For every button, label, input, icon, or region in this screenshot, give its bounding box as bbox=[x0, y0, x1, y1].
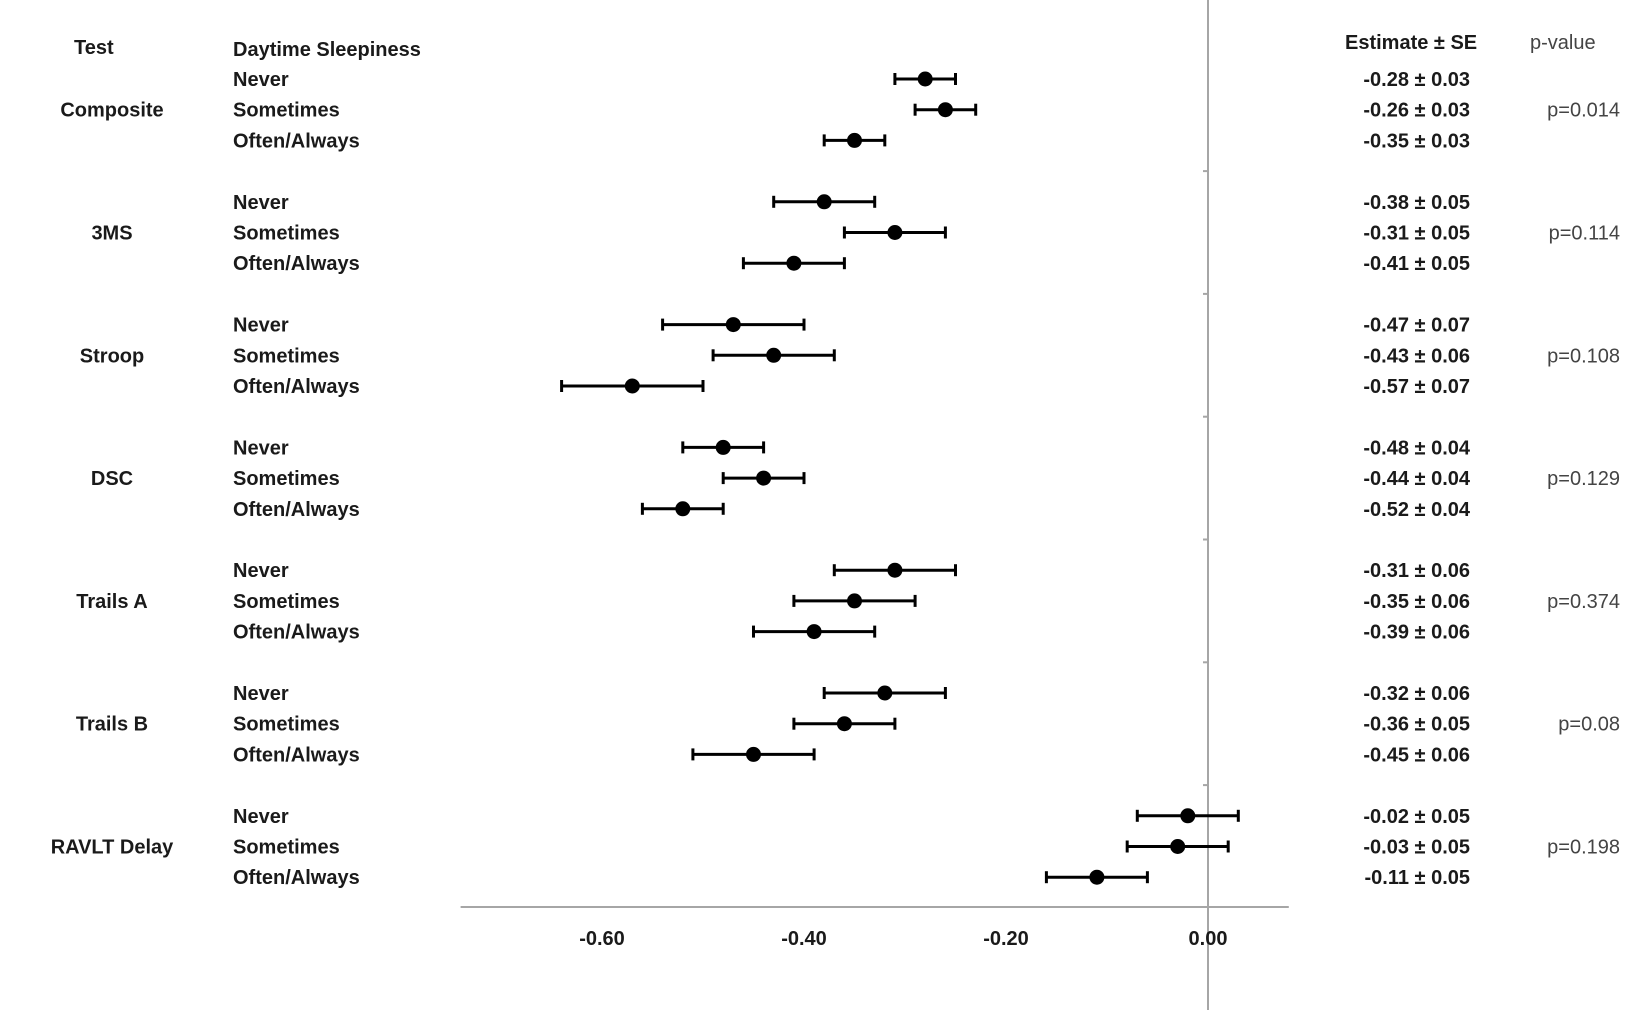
estimate-point bbox=[1180, 808, 1196, 824]
estimate-se-label: -0.26 ± 0.03 bbox=[1363, 100, 1470, 122]
sleepiness-level-label: Often/Always bbox=[233, 376, 360, 398]
estimate-point bbox=[725, 317, 741, 333]
sleepiness-level-label: Never bbox=[233, 315, 289, 337]
sleepiness-level-label: Often/Always bbox=[233, 130, 360, 152]
sleepiness-level-label: Sometimes bbox=[233, 837, 340, 859]
axes: -0.60 -0.40 -0.20 0.00 bbox=[460, 0, 1289, 1010]
test-group: Composite p=0.014 Never -0.28 ± 0.03 Sometim… bbox=[60, 69, 1620, 152]
x-tick-label: -0.20 bbox=[983, 928, 1029, 950]
test-group: Trails B p=0.08 Never -0.32 ± 0.06 Sometimes… bbox=[76, 683, 1620, 766]
test-group: Stroop p=0.108 Never -0.47 ± 0.07 Sometimes -… bbox=[80, 315, 1620, 398]
estimate-point bbox=[877, 685, 893, 701]
estimate-point bbox=[887, 562, 903, 578]
sleepiness-level-label: Never bbox=[233, 806, 289, 828]
sleepiness-level-label: Never bbox=[233, 560, 289, 582]
test-name-label: Composite bbox=[60, 100, 163, 122]
sleepiness-level-label: Never bbox=[233, 437, 289, 459]
estimate-se-label: -0.41 ± 0.05 bbox=[1363, 253, 1470, 275]
sleepiness-level-label: Often/Always bbox=[233, 622, 360, 644]
estimate-point bbox=[937, 102, 953, 118]
test-group: 3MS p=0.114 Never -0.38 ± 0.05 Sometimes -0.3… bbox=[91, 192, 1620, 275]
estimate-se-label: -0.31 ± 0.06 bbox=[1363, 560, 1470, 582]
test-name-label: Stroop bbox=[80, 345, 144, 367]
estimate-se-label: -0.03 ± 0.05 bbox=[1363, 837, 1470, 859]
x-tick-label: -0.60 bbox=[579, 928, 625, 950]
test-name-label: Trails A bbox=[76, 591, 148, 613]
estimate-se-label: -0.43 ± 0.06 bbox=[1363, 345, 1470, 367]
estimate-point bbox=[766, 347, 782, 363]
p-value-label: p=0.129 bbox=[1547, 468, 1620, 490]
estimate-se-label: -0.48 ± 0.04 bbox=[1363, 437, 1470, 459]
sleepiness-level-label: Often/Always bbox=[233, 867, 360, 889]
p-value-label: p=0.014 bbox=[1547, 100, 1620, 122]
p-value-label: p=0.108 bbox=[1547, 345, 1620, 367]
column-headers: Test Daytime Sleepiness Estimate ± SE p-… bbox=[74, 32, 1596, 61]
sleepiness-level-label: Sometimes bbox=[233, 345, 340, 367]
sleepiness-level-label: Sometimes bbox=[233, 223, 340, 245]
estimate-point bbox=[816, 194, 832, 210]
estimate-point bbox=[746, 746, 761, 762]
estimate-se-label: -0.39 ± 0.06 bbox=[1363, 622, 1470, 644]
x-tick-label: 0.00 bbox=[1189, 928, 1228, 950]
estimate-se-label: -0.35 ± 0.03 bbox=[1363, 130, 1470, 152]
sleepiness-level-label: Sometimes bbox=[233, 714, 340, 736]
estimate-point bbox=[786, 255, 802, 271]
p-value-label: p=0.374 bbox=[1547, 591, 1620, 613]
estimate-point bbox=[917, 71, 933, 87]
estimate-point bbox=[887, 225, 903, 240]
sleepiness-level-label: Sometimes bbox=[233, 100, 340, 122]
x-tick-label: -0.40 bbox=[781, 928, 827, 950]
sleepiness-level-label: Often/Always bbox=[233, 744, 360, 766]
estimate-se-label: -0.44 ± 0.04 bbox=[1363, 468, 1470, 490]
header-test: Test bbox=[74, 37, 114, 59]
sleepiness-level-label: Often/Always bbox=[233, 499, 360, 521]
estimate-se-label: -0.47 ± 0.07 bbox=[1363, 315, 1470, 337]
test-group: Trails A p=0.374 Never -0.31 ± 0.06 Sometime… bbox=[76, 560, 1620, 643]
estimate-point bbox=[836, 716, 852, 732]
estimate-se-label: -0.02 ± 0.05 bbox=[1363, 806, 1470, 828]
estimate-point bbox=[847, 593, 862, 609]
estimate-point bbox=[624, 378, 640, 394]
estimate-se-label: -0.35 ± 0.06 bbox=[1363, 591, 1470, 613]
estimate-se-label: -0.36 ± 0.05 bbox=[1363, 714, 1470, 736]
test-group: RAVLT Delay p=0.198 Never -0.02 ± 0.05 Somet… bbox=[51, 806, 1620, 889]
test-name-label: RAVLT Delay bbox=[51, 837, 174, 859]
header-p-value: p-value bbox=[1530, 32, 1596, 54]
estimate-point bbox=[806, 624, 822, 640]
header-estimate-se: Estimate ± SE bbox=[1345, 32, 1477, 54]
estimate-se-label: -0.11 ± 0.05 bbox=[1365, 867, 1471, 889]
plot-rows: Composite p=0.014 Never -0.28 ± 0.03 Sometim… bbox=[51, 69, 1620, 889]
estimate-se-label: -0.38 ± 0.05 bbox=[1363, 192, 1470, 214]
sleepiness-level-label: Often/Always bbox=[233, 253, 360, 275]
sleepiness-level-label: Never bbox=[233, 683, 289, 705]
p-value-label: p=0.114 bbox=[1549, 223, 1620, 245]
estimate-point bbox=[847, 132, 862, 148]
test-name-label: Trails B bbox=[76, 714, 148, 736]
test-name-label: 3MS bbox=[91, 223, 132, 245]
test-name-label: DSC bbox=[91, 468, 133, 490]
estimate-se-label: -0.52 ± 0.04 bbox=[1363, 499, 1470, 521]
estimate-point bbox=[1170, 839, 1186, 854]
p-value-label: p=0.08 bbox=[1558, 714, 1620, 736]
estimate-point bbox=[756, 470, 772, 486]
sleepiness-level-label: Sometimes bbox=[233, 591, 340, 613]
estimate-se-label: -0.32 ± 0.06 bbox=[1363, 683, 1470, 705]
estimate-point bbox=[715, 439, 731, 455]
test-group: DSC p=0.129 Never -0.48 ± 0.04 Sometimes -0.4… bbox=[91, 437, 1620, 520]
estimate-se-label: -0.31 ± 0.05 bbox=[1363, 223, 1470, 245]
header-daytime-sleepiness: Daytime Sleepiness bbox=[233, 39, 421, 61]
p-value-label: p=0.198 bbox=[1547, 837, 1620, 859]
sleepiness-level-label: Never bbox=[233, 192, 289, 214]
estimate-point bbox=[675, 501, 691, 517]
estimate-se-label: -0.45 ± 0.06 bbox=[1363, 744, 1470, 766]
sleepiness-level-label: Sometimes bbox=[233, 468, 340, 490]
estimate-point bbox=[1089, 869, 1105, 885]
estimate-se-label: -0.28 ± 0.03 bbox=[1363, 69, 1470, 91]
sleepiness-level-label: Never bbox=[233, 69, 289, 91]
estimate-se-label: -0.57 ± 0.07 bbox=[1363, 376, 1470, 398]
